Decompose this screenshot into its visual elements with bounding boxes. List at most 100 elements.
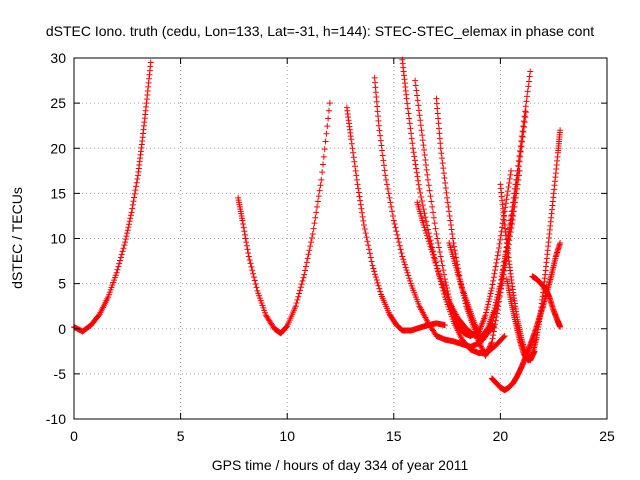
data-point-sample: [133, 179, 140, 186]
data-point: [390, 217, 397, 224]
data-point-sample: [377, 288, 384, 295]
data-point-sample: [500, 262, 507, 269]
data-point-sample: [422, 214, 429, 221]
data-point-sample: [413, 165, 420, 172]
data-point-sample: [483, 306, 490, 313]
data-point-sample: [515, 167, 522, 174]
data-point-sample: [479, 346, 486, 353]
data-point-sample: [517, 147, 524, 154]
data-point-sample: [506, 224, 513, 231]
data-point-sample: [477, 341, 484, 348]
data-point-sample: [435, 244, 442, 251]
data-point-sample: [491, 324, 498, 331]
data-point: [348, 136, 355, 143]
data-point-sample: [494, 291, 501, 298]
data-point-sample: [307, 243, 314, 250]
data-point: [375, 122, 382, 129]
data-point: [476, 339, 483, 346]
data-point-sample: [243, 239, 250, 246]
data-point-sample: [366, 246, 373, 253]
data-point-sample: [451, 243, 458, 250]
data-point-sample: [407, 277, 414, 284]
data-point-sample: [496, 240, 503, 247]
data-point-sample: [519, 133, 526, 140]
data-point-sample: [372, 271, 379, 278]
data-point-sample: [413, 87, 420, 94]
data-point-sample: [428, 198, 435, 205]
data-point-sample: [396, 242, 403, 249]
data-point-sample: [120, 245, 127, 252]
data-point-sample: [499, 266, 506, 273]
data-point-sample: [370, 265, 377, 272]
data-point-sample: [117, 254, 124, 261]
y-tick-label: 20: [50, 140, 66, 156]
data-point: [403, 95, 410, 102]
data-point-sample: [412, 82, 419, 89]
data-point-sample: [294, 296, 301, 303]
data-point-sample: [493, 310, 500, 317]
x-tick-label: 15: [386, 428, 402, 444]
data-point-sample: [427, 243, 434, 250]
data-point-sample: [367, 254, 374, 261]
data-point-sample: [436, 273, 443, 280]
data-point-sample: [489, 281, 496, 288]
data-point: [418, 127, 425, 134]
data-point: [510, 203, 517, 210]
data-point: [491, 307, 498, 314]
data-point-sample: [490, 332, 497, 339]
data-point-sample: [297, 284, 304, 291]
data-point-sample: [114, 266, 121, 273]
data-point-sample: [245, 249, 252, 256]
data-point-sample: [497, 236, 504, 243]
data-point-sample: [406, 120, 413, 127]
data-point-sample: [383, 176, 390, 183]
data-point-sample: [302, 267, 309, 274]
data-point-sample: [308, 239, 315, 246]
data-point-sample: [418, 198, 425, 205]
data-point-sample: [130, 198, 137, 205]
data-point-sample: [121, 242, 128, 249]
data-point: [520, 118, 527, 125]
data-point: [128, 209, 135, 216]
x-tick-label: 25: [599, 428, 615, 444]
data-point-sample: [473, 325, 480, 332]
data-point-sample: [417, 122, 424, 129]
data-point-sample: [422, 156, 429, 163]
data-point-sample: [384, 185, 391, 192]
data-point-sample: [282, 324, 289, 331]
data-point-sample: [355, 189, 362, 196]
data-point-sample: [389, 208, 396, 215]
data-point-sample: [436, 249, 443, 256]
data-point: [437, 145, 444, 152]
data-point-sample: [485, 301, 492, 308]
data-point-sample: [432, 259, 439, 266]
y-tick-label: 0: [58, 321, 66, 337]
data-point-sample: [492, 263, 499, 270]
data-point-sample: [249, 267, 256, 274]
data-point-sample: [435, 240, 442, 247]
data-point-sample: [405, 272, 412, 279]
data-point-sample: [486, 344, 493, 351]
data-point: [495, 249, 502, 256]
data-point-sample: [445, 203, 452, 210]
y-tick-label: 30: [50, 50, 66, 66]
data-point-sample: [415, 177, 422, 184]
data-point-sample: [241, 231, 248, 238]
data-point-sample: [310, 225, 317, 232]
data-point-sample: [379, 147, 386, 154]
data-point-sample: [515, 157, 522, 164]
data-point-sample: [356, 193, 363, 200]
x-axis-label: GPS time / hours of day 334 of year 2011: [212, 457, 469, 473]
data-point-sample: [321, 146, 328, 153]
data-point-sample: [352, 167, 359, 174]
data-point-sample: [517, 142, 524, 149]
data-point: [433, 230, 440, 237]
data-point-sample: [473, 323, 480, 330]
data-point-sample: [394, 231, 401, 238]
data-point-sample: [358, 205, 365, 212]
data-point-sample: [449, 230, 456, 237]
data-point: [318, 176, 325, 183]
data-point-sample: [487, 290, 494, 297]
data-point-sample: [423, 230, 430, 237]
